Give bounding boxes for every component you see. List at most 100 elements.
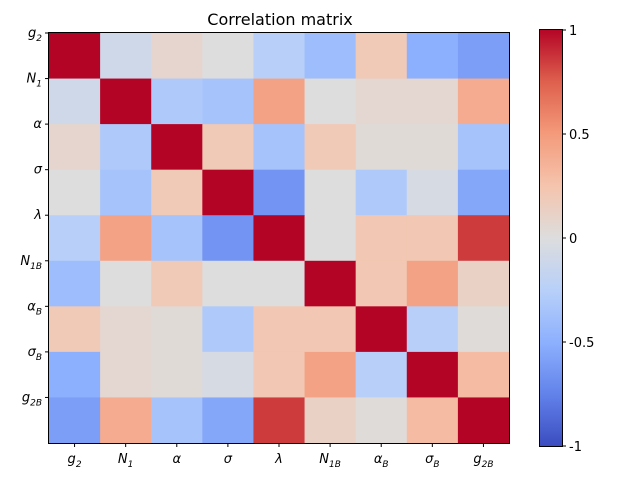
heatmap-cell-λ-g2 <box>49 215 101 262</box>
heatmap-cell-g2-g2B <box>457 33 510 80</box>
heatmap-cell-λ-αB <box>355 215 408 262</box>
heatmap-cell-αB-σB <box>406 306 459 353</box>
y-tick-label-g2: g2 <box>28 26 42 44</box>
heatmap-cell-αB-g2 <box>49 306 101 353</box>
heatmap-cell-N1-g2 <box>49 78 101 125</box>
heatmap-cell-σB-αB <box>355 351 408 398</box>
heatmap-cell-σB-N1B <box>304 351 357 398</box>
heatmap-cell-g2B-α <box>151 397 203 444</box>
x-tick-label-N1B: N1B <box>319 452 341 470</box>
heatmap-cell-α-σB <box>406 124 459 171</box>
heatmap-cell-g2B-g2B <box>457 397 510 444</box>
heatmap-cell-g2-α <box>151 33 203 80</box>
heatmap-cell-N1B-σB <box>406 260 459 307</box>
colorbar-tick-label: 1 <box>569 24 577 39</box>
heatmap-cell-N1B-α <box>151 260 203 307</box>
y-tick-label-g2B: g2B <box>22 390 42 408</box>
heatmap-cell-σ-N1B <box>304 169 357 216</box>
x-tick-label-σ: σ <box>224 452 233 467</box>
heatmap-cell-αB-N1 <box>100 306 152 353</box>
colorbar-ticks: 1 0.5 0 -0.5 -1 <box>562 24 594 455</box>
heatmap-cell-N1-N1B <box>304 78 357 125</box>
heatmap-cell-σ-αB <box>355 169 408 216</box>
heatmap-cell-N1-λ <box>253 78 306 125</box>
heatmap-cell-g2-N1B <box>304 33 357 80</box>
x-tick-label-αB: αB <box>374 452 389 470</box>
heatmap-cell-N1-α <box>151 78 203 125</box>
heatmap-cell-σB-λ <box>253 351 306 398</box>
heatmap-cell-σ-σB <box>406 169 459 216</box>
heatmap-cell-N1-σB <box>406 78 459 125</box>
heatmap-cell-σB-σ <box>202 351 254 398</box>
x-axis: g2 N1 α σ λ N1B αB σB g2B <box>68 443 494 470</box>
heatmap-cell-N1B-N1 <box>100 260 152 307</box>
y-tick-label-σB: σB <box>28 345 42 363</box>
colorbar-tick-label: -0.5 <box>569 336 594 351</box>
chart-title: Correlation matrix <box>207 10 352 29</box>
heatmap-cells <box>49 33 510 444</box>
heatmap-cell-σ-α <box>151 169 203 216</box>
x-tick-label-N1: N1 <box>118 452 133 470</box>
heatmap-cell-g2B-N1 <box>100 397 152 444</box>
heatmap-cell-α-αB <box>355 124 408 171</box>
y-tick-label-σ: σ <box>34 163 43 178</box>
heatmap-cell-N1B-λ <box>253 260 306 307</box>
heatmap-cell-λ-σB <box>406 215 459 262</box>
y-tick-label-N1B: N1B <box>20 254 42 272</box>
heatmap-cell-g2B-g2 <box>49 397 101 444</box>
heatmap-cell-N1B-αB <box>355 260 408 307</box>
heatmap-cell-σ-λ <box>253 169 306 216</box>
heatmap-cell-N1B-g2B <box>457 260 510 307</box>
heatmap-cell-g2B-N1B <box>304 397 357 444</box>
heatmap-cell-λ-g2B <box>457 215 510 262</box>
heatmap-cell-N1-N1 <box>100 78 152 125</box>
y-axis: g2 N1 α σ λ N1B αB σB g2B <box>20 26 49 408</box>
x-tick-label-α: α <box>172 452 181 467</box>
heatmap-cell-σB-σB <box>406 351 459 398</box>
heatmap-cell-N1B-g2 <box>49 260 101 307</box>
heatmap-cell-g2-N1 <box>100 33 152 80</box>
heatmap-cell-N1-g2B <box>457 78 510 125</box>
heatmap-cell-g2-σ <box>202 33 254 80</box>
heatmap-cell-N1-αB <box>355 78 408 125</box>
heatmap-cell-α-σ <box>202 124 254 171</box>
heatmap-cell-αB-αB <box>355 306 408 353</box>
heatmap-cell-αB-g2B <box>457 306 510 353</box>
x-tick-label-λ: λ <box>274 452 283 467</box>
heatmap-cell-λ-N1 <box>100 215 152 262</box>
heatmap-cell-σB-g2 <box>49 351 101 398</box>
colorbar-tick-label: 0.5 <box>569 128 590 143</box>
y-tick-label-N1: N1 <box>27 72 42 90</box>
colorbar <box>539 29 563 447</box>
y-tick-label-λ: λ <box>33 208 42 223</box>
heatmap-cell-λ-N1B <box>304 215 357 262</box>
heatmap-cell-λ-α <box>151 215 203 262</box>
heatmap-cell-α-N1 <box>100 124 152 171</box>
heatmap-cell-λ-λ <box>253 215 306 262</box>
x-tick-label-g2: g2 <box>68 452 82 470</box>
colorbar-tick-label: -1 <box>569 440 582 455</box>
heatmap-cell-g2B-λ <box>253 397 306 444</box>
y-tick-label-αB: αB <box>27 299 42 317</box>
heatmap-cell-α-g2 <box>49 124 101 171</box>
heatmap-cell-g2-λ <box>253 33 306 80</box>
heatmap-cell-g2-αB <box>355 33 408 80</box>
heatmap-cell-σ-N1 <box>100 169 152 216</box>
heatmap-cell-α-N1B <box>304 124 357 171</box>
heatmap-cell-g2-σB <box>406 33 459 80</box>
heatmap-cell-N1B-σ <box>202 260 254 307</box>
heatmap-cell-g2-g2 <box>49 33 101 80</box>
heatmap-cell-N1B-N1B <box>304 260 357 307</box>
heatmap-cell-g2B-αB <box>355 397 408 444</box>
heatmap-cell-σ-g2 <box>49 169 101 216</box>
heatmap-cell-αB-N1B <box>304 306 357 353</box>
heatmap-cell-σB-g2B <box>457 351 510 398</box>
x-tick-label-g2B: g2B <box>473 452 493 470</box>
x-tick-label-σB: σB <box>425 452 439 470</box>
colorbar-tick-label: 0 <box>569 232 577 247</box>
heatmap-cell-σ-g2B <box>457 169 510 216</box>
heatmap-cell-N1-σ <box>202 78 254 125</box>
heatmap-cell-σB-α <box>151 351 203 398</box>
y-tick-label-α: α <box>33 117 42 132</box>
